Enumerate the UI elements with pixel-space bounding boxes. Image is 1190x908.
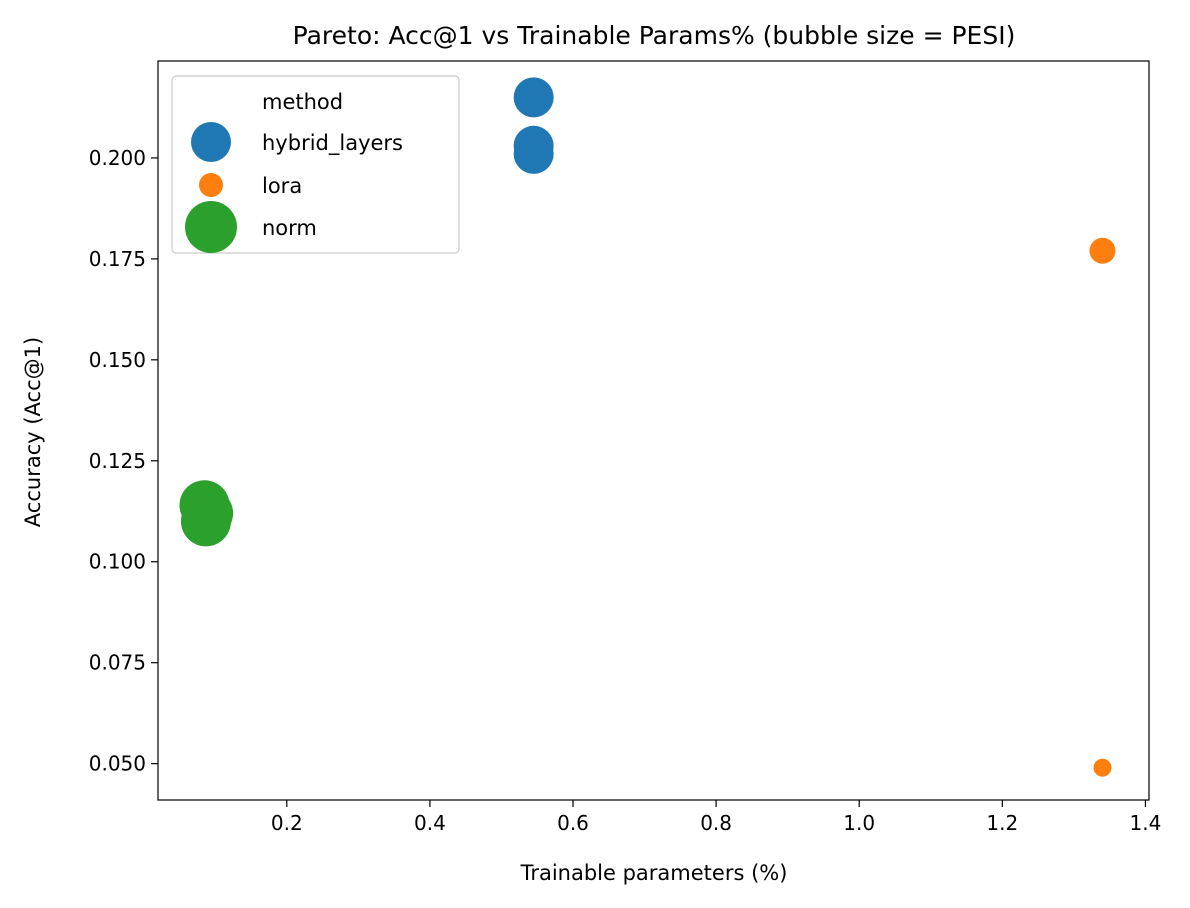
legend-marker-lora (199, 173, 223, 197)
data-point-hybrid_layers (513, 77, 554, 118)
x-tick-label: 1.4 (1130, 811, 1162, 835)
plot-frame (157, 60, 1150, 801)
legend-label-norm: norm (262, 216, 317, 240)
legend-marker-norm (185, 201, 237, 253)
y-tick-label: 0.200 (89, 146, 146, 170)
y-tick-label: 0.050 (89, 752, 146, 776)
y-tick-label: 0.175 (89, 247, 146, 271)
x-tick-label: 0.6 (557, 811, 589, 835)
legend-box (171, 75, 460, 254)
data-point-norm (180, 496, 231, 547)
y-tick-label: 0.150 (89, 348, 146, 372)
y-axis: 0.050 0.075 0.100 0.125 0.150 0.175 0.200 (89, 146, 158, 776)
y-axis-label: Accuracy (Acc@1) (21, 337, 45, 527)
x-tick-label: 0.2 (271, 811, 303, 835)
x-axis-label: Trainable parameters (%) (520, 861, 788, 885)
data-point-hybrid_layers (513, 133, 554, 174)
y-tick-label: 0.100 (89, 550, 146, 574)
data-point-lora (1093, 758, 1112, 777)
chart-title: Pareto: Acc@1 vs Trainable Params% (bubb… (293, 21, 1016, 50)
y-tick-label: 0.075 (89, 651, 146, 675)
y-tick-label: 0.125 (89, 449, 146, 473)
x-tick-label: 0.4 (414, 811, 446, 835)
points-layer (179, 77, 1116, 777)
legend-marker-hybrid_layers (191, 122, 231, 162)
x-tick-label: 1.2 (986, 811, 1018, 835)
x-tick-label: 1.0 (843, 811, 875, 835)
legend-label-lora: lora (262, 174, 302, 198)
data-point-lora (1089, 237, 1116, 264)
legend-label-hybrid_layers: hybrid_layers (262, 131, 403, 156)
x-tick-label: 0.8 (700, 811, 732, 835)
legend-title: method (262, 90, 343, 114)
x-axis: 0.2 0.4 0.6 0.8 1.0 1.2 1.4 (271, 800, 1161, 835)
